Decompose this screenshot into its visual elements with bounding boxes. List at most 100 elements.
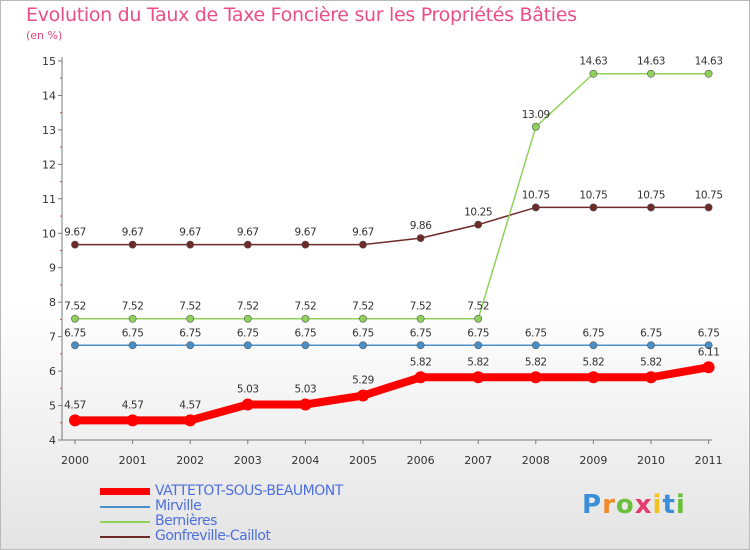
data-point-mirville	[416, 341, 425, 350]
data-point-bernieres	[128, 314, 137, 323]
proxiti-logo: Proxiti	[582, 490, 686, 520]
logo-letter: t	[662, 490, 676, 520]
data-point-gonfreville	[416, 234, 425, 242]
data-point-mirville	[128, 341, 137, 350]
data-label-bernieres: 7.52	[122, 301, 144, 313]
data-point-mirville	[186, 341, 195, 350]
data-point-mirville	[531, 341, 540, 350]
data-label-bernieres: 7.52	[467, 301, 489, 313]
data-label-mirville: 6.75	[583, 327, 605, 339]
data-point-gonfreville	[704, 203, 713, 212]
logo-letter: i	[652, 490, 663, 520]
y-tick-label: 9	[49, 262, 56, 275]
data-label-bernieres: 14.63	[579, 56, 607, 68]
data-point-vattetot	[241, 398, 254, 411]
data-point-gonfreville	[589, 203, 598, 212]
x-tick-label: 2000	[61, 454, 89, 467]
data-point-vattetot	[414, 371, 427, 384]
data-point-vattetot	[69, 414, 81, 427]
data-label-gonfreville: 9.67	[295, 227, 317, 239]
data-label-gonfreville: 10.25	[464, 207, 492, 219]
data-label-vattetot: 5.82	[410, 356, 432, 368]
data-point-gonfreville	[301, 240, 310, 249]
data-label-vattetot: 6.11	[698, 346, 720, 358]
logo-letter: r	[602, 490, 616, 520]
x-tick-label: 2008	[522, 454, 550, 467]
y-tick-label: 4	[49, 434, 56, 447]
data-point-vattetot	[357, 389, 369, 402]
data-label-vattetot: 5.03	[295, 384, 317, 396]
data-point-bernieres	[474, 314, 483, 323]
data-label-vattetot: 4.57	[179, 399, 201, 411]
data-label-mirville: 6.75	[179, 327, 201, 339]
y-tick-label: 8	[49, 296, 56, 309]
data-label-bernieres: 7.52	[179, 301, 201, 313]
data-point-vattetot	[702, 361, 715, 374]
data-label-gonfreville: 9.67	[352, 227, 374, 239]
data-point-mirville	[474, 341, 483, 350]
data-point-gonfreville	[359, 240, 367, 249]
data-label-vattetot: 5.82	[583, 356, 605, 368]
data-label-mirville: 6.75	[525, 327, 547, 339]
data-point-mirville	[243, 341, 252, 350]
data-point-mirville	[647, 341, 655, 350]
data-label-gonfreville: 9.67	[122, 227, 144, 239]
data-label-gonfreville: 10.75	[695, 189, 723, 201]
y-tick-label: 12	[42, 158, 56, 171]
data-point-gonfreville	[71, 240, 79, 249]
data-label-mirville: 6.75	[467, 327, 489, 339]
logo-letter: x	[634, 490, 653, 520]
data-point-gonfreville	[243, 240, 252, 249]
data-point-mirville	[589, 341, 598, 350]
data-point-mirville	[71, 341, 79, 350]
x-tick-label: 2011	[695, 454, 723, 467]
legend-label-vattetot: VATTETOT-SOUS-BEAUMONT	[155, 483, 343, 499]
chart-title: Evolution du Taux de Taxe Foncière sur l…	[26, 4, 577, 26]
data-label-bernieres: 7.52	[237, 301, 259, 313]
data-point-bernieres	[589, 69, 598, 78]
y-tick-label: 11	[42, 193, 56, 206]
data-label-vattetot: 4.57	[122, 399, 144, 411]
data-point-bernieres	[71, 314, 79, 323]
x-tick-label: 2005	[349, 454, 377, 467]
data-point-bernieres	[647, 69, 655, 78]
data-point-gonfreville	[128, 240, 137, 249]
data-label-bernieres: 13.09	[522, 109, 550, 121]
data-point-vattetot	[472, 371, 485, 384]
data-label-bernieres: 14.63	[637, 56, 665, 68]
y-tick-label: 13	[42, 124, 56, 137]
data-label-mirville: 6.75	[698, 327, 720, 339]
data-label-gonfreville: 10.75	[637, 189, 665, 201]
data-label-mirville: 6.75	[410, 327, 432, 339]
data-label-vattetot: 5.82	[467, 356, 489, 368]
data-point-bernieres	[531, 122, 540, 131]
legend-swatch-gonfreville	[100, 536, 150, 538]
y-tick-label: 15	[42, 55, 56, 68]
data-label-gonfreville: 9.67	[237, 227, 259, 239]
data-label-mirville: 6.75	[352, 327, 374, 339]
data-label-mirville: 6.75	[295, 327, 317, 339]
data-label-bernieres: 14.63	[695, 56, 723, 68]
data-labels: 4.57 4.57 4.57 5.03 5.03 5.29 5.82 5.82 5.82 5.82…	[64, 56, 723, 412]
data-label-mirville: 6.75	[64, 327, 86, 339]
data-label-gonfreville: 9.67	[179, 227, 201, 239]
legend-swatch-vattetot	[100, 488, 150, 495]
data-point-mirville	[704, 341, 713, 350]
data-label-mirville: 6.75	[237, 327, 259, 339]
data-label-bernieres: 7.52	[295, 301, 317, 313]
y-tick-label: 14	[42, 89, 56, 102]
data-point-bernieres	[186, 314, 195, 323]
data-point-vattetot	[126, 414, 139, 427]
legend-label-gonfreville: Gonfreville-Caillot	[155, 528, 271, 544]
data-point-mirville	[301, 341, 310, 350]
data-label-gonfreville: 10.75	[522, 189, 550, 201]
data-label-vattetot: 5.29	[352, 375, 374, 387]
series-line-gonfreville	[74, 206, 710, 246]
y-tick-label: 10	[42, 227, 56, 240]
data-point-vattetot	[529, 371, 542, 384]
series-line-bernieres	[74, 72, 710, 320]
data-point-vattetot	[645, 371, 657, 384]
data-label-vattetot: 5.82	[640, 356, 662, 368]
